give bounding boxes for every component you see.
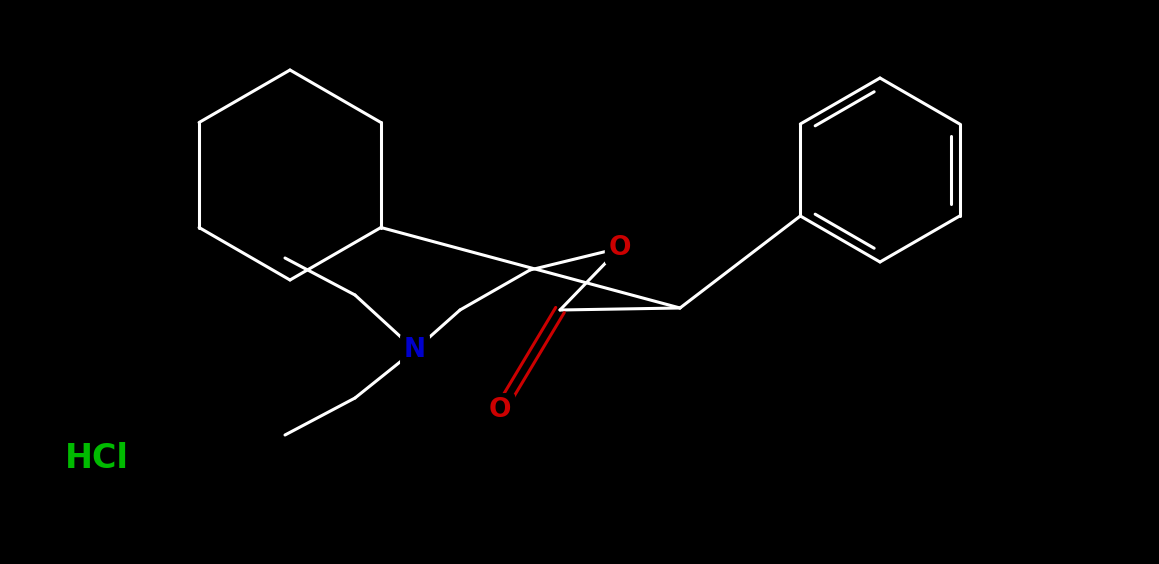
Text: HCl: HCl — [65, 442, 129, 474]
Text: N: N — [404, 337, 427, 363]
Text: O: O — [608, 235, 632, 261]
Text: O: O — [489, 397, 511, 423]
